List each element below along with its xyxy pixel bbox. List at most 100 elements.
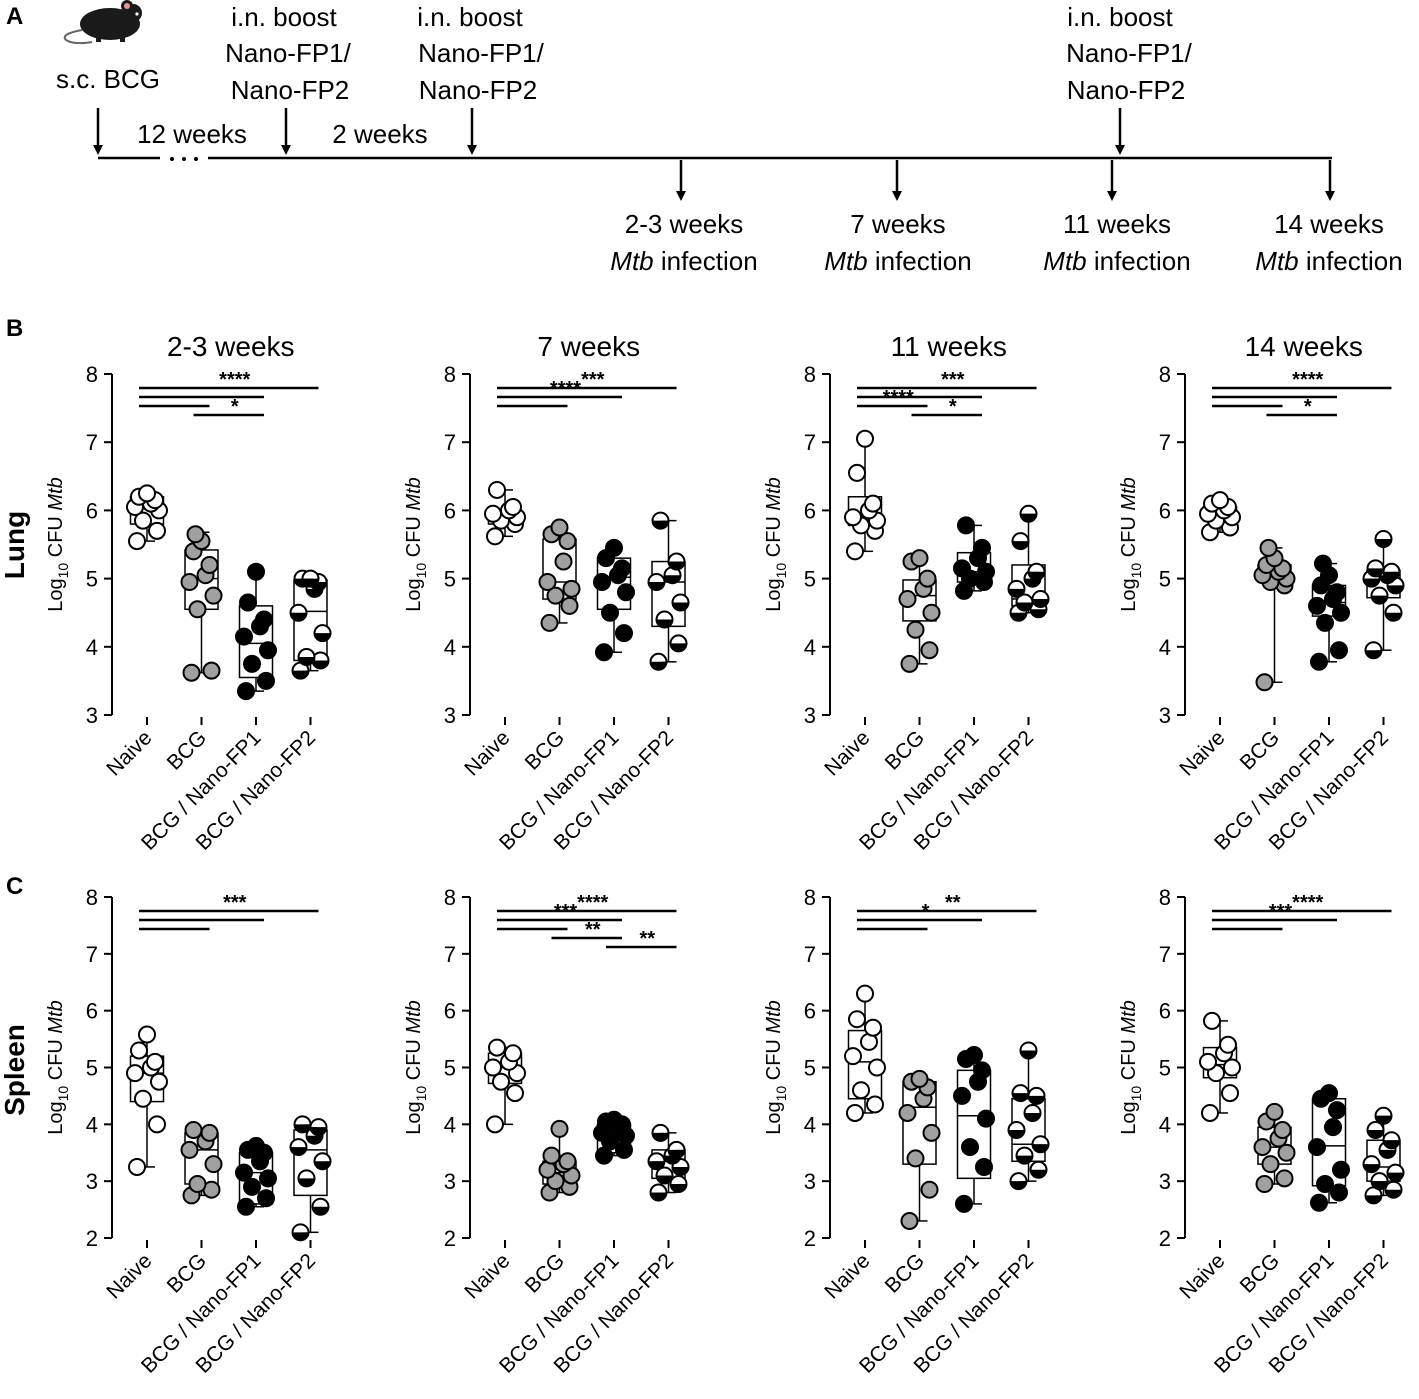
y-label-part: CFU [45,511,67,563]
y-tick-label: 5 [444,567,456,592]
data-point-outline [1366,1121,1385,1140]
x-tick-label: BCG [163,1249,211,1297]
infection-3-time: 11 weeks [1063,209,1171,239]
data-point-outline [297,648,316,667]
data-point-outline [651,511,670,530]
data-point [647,1152,666,1171]
data-point-outline [671,593,690,612]
data-point [856,984,874,1003]
data-point [651,511,670,530]
data-point [973,1061,991,1080]
data-point [1253,1138,1272,1157]
data-point [848,463,866,482]
y-tick-label: 7 [804,942,816,967]
y-label-part: CFU [1118,511,1140,563]
y-tick-label: 8 [86,885,98,910]
data-point-outline [651,1123,670,1142]
data-point [182,663,201,682]
data-point [1265,1102,1284,1121]
significance-label: *** [581,369,605,391]
data-point [1219,1035,1237,1054]
y-label-part: Log [403,578,425,611]
data-point [550,1119,569,1138]
y-tick-label: 5 [804,567,816,592]
data-point [615,624,633,643]
data-point [1029,1160,1048,1179]
data-point [593,573,611,592]
data-point [1320,1084,1338,1103]
data-point [957,516,975,535]
significance-label: **** [550,378,581,400]
boost-2-line1: i.n. boost [417,2,523,32]
data-point-outline [655,610,674,629]
significance-label: **** [219,369,250,391]
data-point-outline [647,1152,666,1171]
significance-label: *** [1269,901,1293,923]
data-point [1328,583,1346,602]
y-label-part: Log [763,1101,785,1134]
x-tick-label: BCG [881,1249,929,1297]
x-tick-label: Naive [820,726,874,780]
data-point-outline [1384,603,1403,622]
data-point [1316,613,1334,632]
data-point [1324,1118,1342,1137]
data-point [846,542,864,561]
data-point [134,1089,152,1108]
data-point-outline [297,1169,316,1188]
y-tick-label: 3 [444,1169,456,1194]
data-point [649,652,668,671]
data-point [1221,1084,1239,1103]
data-point [866,1095,884,1114]
y-label-subscript: 10 [413,563,429,579]
data-point [150,1072,168,1091]
x-tick-label: BCG [1236,1249,1284,1297]
y-label-italic: Mtb [403,477,425,510]
y-tick-label: 5 [86,1056,98,1081]
y-tick-label: 6 [86,999,98,1024]
y-label-subscript: 10 [773,563,789,579]
data-point [1007,1121,1026,1140]
data-point [247,562,265,581]
data-point [188,600,207,619]
data-point-outline [1027,562,1046,581]
y-tick-label: 4 [1159,635,1171,660]
panel-label-b: B [6,315,23,342]
data-point [546,586,565,605]
data-point [200,1123,219,1142]
data-point [649,1183,668,1202]
data-point-outline [649,1183,668,1202]
y-tick-label: 2 [444,1226,456,1251]
y-tick-label: 3 [1159,1169,1171,1194]
y-tick-label: 7 [804,430,816,455]
prime-label: s.c. BCG [56,64,160,94]
y-tick-label: 6 [86,498,98,523]
data-point [1332,1160,1350,1179]
data-point [1370,1172,1389,1191]
data-point [1314,554,1332,573]
y-label-subscript: 10 [1128,1086,1144,1102]
data-point [1374,530,1393,549]
y-axis-label: Log10 CFU Mtb [45,1000,71,1135]
y-axis-label: Log10 CFU Mtb [45,477,71,612]
y-tick-label: 4 [86,1112,98,1137]
data-point-outline [669,1175,688,1194]
data-point [237,682,255,701]
y-tick-label: 4 [804,1112,816,1137]
data-point [973,538,991,557]
y-tick-label: 4 [444,635,456,660]
y-tick-label: 7 [444,942,456,967]
mouse-icon [63,0,142,45]
data-point [1011,532,1030,551]
data-point [1310,1193,1328,1212]
data-point [953,1086,971,1105]
data-point [558,1152,577,1171]
infection-4-time: 14 weeks [1274,209,1384,239]
data-point [204,586,223,605]
y-label-subscript: 10 [773,1086,789,1102]
y-label-part: CFU [763,511,785,563]
data-point-outline [1370,1172,1389,1191]
